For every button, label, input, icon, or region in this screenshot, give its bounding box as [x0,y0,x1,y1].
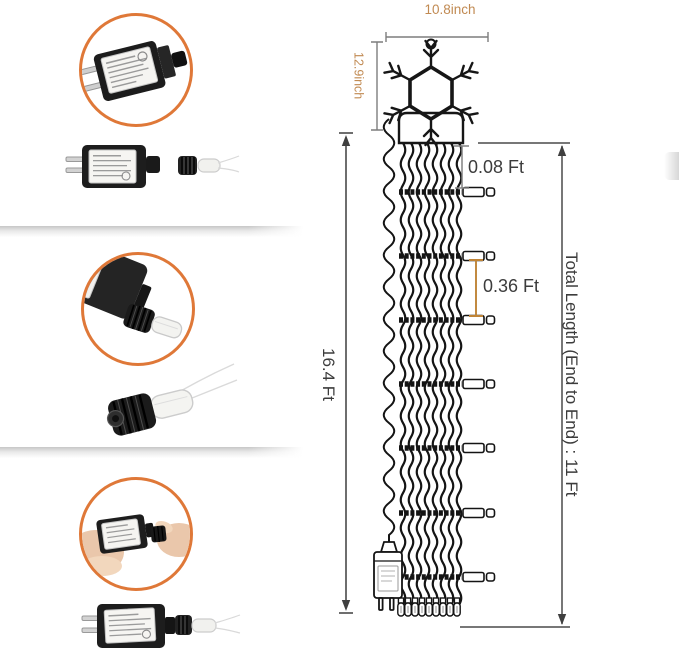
bulb-spacing-label: 0.36 Ft [483,276,540,296]
adapter-cap-bulb-connection-photo [84,255,183,339]
power-wire-zigzag [382,118,396,542]
section-divider [0,447,303,458]
adjacent-photo-edge-artifact [664,152,679,180]
section-divider [0,226,303,237]
hanging-loop [425,38,437,50]
hands-assembling-adapter-photo [82,514,190,576]
light-strands [399,141,463,607]
callout-ring-2 [81,252,195,366]
power-adapter-plug-photo [82,41,188,101]
height-dimension-line [371,41,383,131]
assembled-adapter-with-bulb-photo [72,600,257,655]
width-dimension-line [385,32,489,42]
total-length-label: Total Length (End to End) : 11 Ft [562,252,581,497]
cap-with-clear-bulb-wire-photo [82,352,242,447]
connector-rows [399,188,495,582]
snowflake-height-label: 12.9inch [351,52,366,100]
callout-ring-3 [79,477,193,591]
strand-length-dimension-line [339,132,353,614]
snowflake-frame [382,38,480,147]
callout-ring-1 [79,13,193,127]
bulb-spacing-bracket [469,259,483,317]
snowflake-hexagon [408,64,454,122]
top-drop-bracket [454,145,469,189]
strand-length-label: 16.4 Ft [319,348,338,401]
adapter-with-detached-cap-and-bulb-photo [58,138,243,196]
bulb-tips-row [397,597,461,617]
top-drop-spacing-label: 0.08 Ft [468,157,525,177]
power-adapter-drawing [373,541,403,611]
total-length-dimension-line [460,142,570,628]
snowflake-width-label: 10.8inch [424,2,476,17]
